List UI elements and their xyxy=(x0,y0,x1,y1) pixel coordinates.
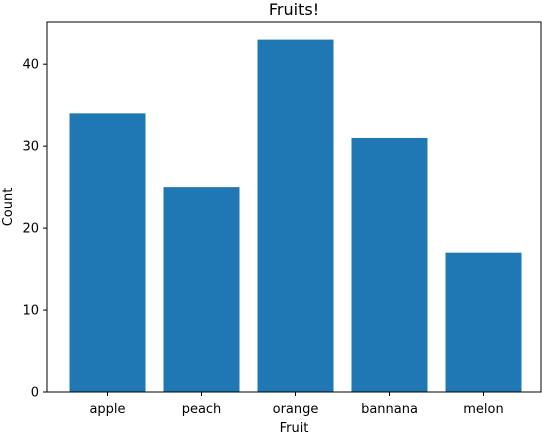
bar-orange xyxy=(257,39,334,393)
y-ticks: 0 10 20 30 40 xyxy=(22,58,47,401)
y-tick-label: 0 xyxy=(31,386,39,401)
x-tick-label: bannana xyxy=(361,402,418,417)
x-tick-label: orange xyxy=(273,402,319,417)
x-axis-label: Fruit xyxy=(280,421,309,435)
plot-frame xyxy=(46,21,542,393)
x-tick-label: peach xyxy=(182,402,222,417)
bar-melon xyxy=(445,252,522,392)
y-tick-label: 40 xyxy=(22,58,39,73)
y-tick-label: 20 xyxy=(22,222,39,237)
bar-apple xyxy=(69,113,146,393)
y-tick-label: 30 xyxy=(22,140,39,155)
x-ticks: apple peach orange bannana melon xyxy=(89,392,504,417)
bar-bannana xyxy=(351,137,428,392)
y-tick-label: 10 xyxy=(22,304,39,319)
x-tick-label: apple xyxy=(89,402,125,417)
chart-title: Fruits! xyxy=(269,0,319,19)
y-axis-label: Count xyxy=(1,188,16,227)
x-tick-label: melon xyxy=(463,402,503,417)
bar-peach xyxy=(163,187,240,392)
bars-layer xyxy=(69,39,522,393)
